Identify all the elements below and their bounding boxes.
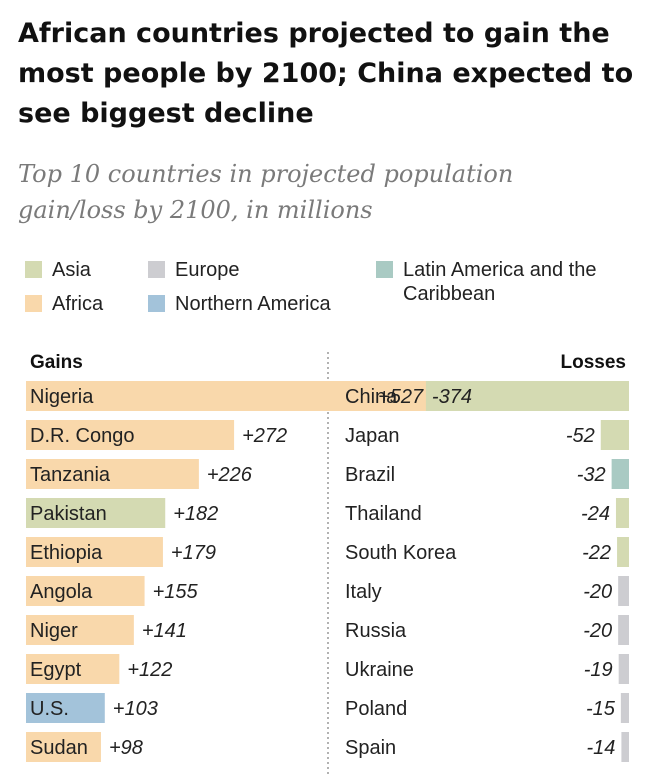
gain-country-label: Tanzania (30, 464, 111, 486)
loss-bar (617, 537, 629, 567)
chart-title: African countries projected to gain the … (18, 18, 634, 129)
legend-label-latin-america: Latin America and the Caribbean (403, 259, 597, 305)
gain-country-label: Nigeria (30, 386, 94, 408)
gain-bar (26, 654, 120, 684)
loss-value-label: -15 (586, 698, 616, 720)
gain-value-label: +122 (127, 659, 172, 681)
legend-item-asia: Asia (25, 258, 91, 282)
loss-bar (600, 420, 629, 450)
legend-swatch-latin-america (376, 261, 393, 278)
gain-country-label: Sudan (30, 737, 88, 759)
legend-swatch-northern-america (148, 295, 165, 312)
loss-value-label: -32 (577, 464, 606, 486)
loss-value-label: -374 (432, 386, 472, 408)
gain-value-label: +155 (153, 581, 199, 603)
loss-bar (618, 654, 629, 684)
gain-country-label: Egypt (30, 659, 82, 681)
loss-bar (425, 381, 629, 411)
gain-bar (26, 732, 101, 762)
loss-country-label: China (345, 386, 398, 408)
gain-value-label: +103 (113, 698, 158, 720)
loss-country-label: Brazil (345, 464, 395, 486)
gain-bar (26, 498, 166, 528)
loss-bar (611, 459, 629, 489)
gains-panel: Nigeria +527 D.R. Congo +272 Tanzania +226 Pak… (26, 381, 430, 762)
gain-country-label: Angola (30, 581, 93, 603)
loss-country-label: Ukraine (345, 659, 414, 681)
loss-bar (620, 693, 629, 723)
gain-country-label: Niger (30, 620, 78, 642)
losses-heading: Losses (560, 352, 626, 373)
gain-bar (26, 381, 430, 411)
legend-label-africa: Africa (52, 293, 104, 315)
gain-value-label: +179 (171, 542, 216, 564)
loss-value-label: -22 (582, 542, 611, 564)
loss-country-label: Spain (345, 737, 396, 759)
legend-label-northern-america: Northern America (175, 293, 331, 315)
legend-swatch-africa (25, 295, 42, 312)
loss-value-label: -52 (566, 425, 595, 447)
loss-country-label: Poland (345, 698, 407, 720)
gains-heading: Gains (30, 352, 83, 373)
loss-value-label: -20 (583, 581, 612, 603)
chart-subtitle: Top 10 countries in projected population… (18, 160, 514, 224)
loss-country-label: Russia (345, 620, 407, 642)
gain-value-label: +272 (242, 425, 287, 447)
gain-bar (26, 693, 105, 723)
gain-value-label: +527 (378, 386, 424, 408)
loss-bar (621, 732, 629, 762)
legend-swatch-asia (25, 261, 42, 278)
gain-country-label: Pakistan (30, 503, 107, 525)
loss-country-label: Italy (345, 581, 382, 603)
loss-value-label: -14 (586, 737, 615, 759)
legend-swatch-europe (148, 261, 165, 278)
gain-country-label: U.S. (30, 698, 69, 720)
loss-bar (618, 576, 629, 606)
loss-value-label: -19 (584, 659, 613, 681)
loss-bar (618, 615, 629, 645)
loss-country-label: Japan (345, 425, 400, 447)
legend-label-asia: Asia (52, 259, 91, 281)
legend-item-northern-america: Northern America (148, 292, 331, 316)
loss-country-label: Thailand (345, 503, 422, 525)
loss-bar (615, 498, 629, 528)
loss-value-label: -20 (583, 620, 612, 642)
gain-bar (26, 537, 163, 567)
gain-bar (26, 420, 235, 450)
gain-value-label: +141 (142, 620, 187, 642)
gain-bar (26, 459, 199, 489)
gain-country-label: Ethiopia (30, 542, 103, 564)
legend-item-africa: Africa (25, 292, 103, 316)
gain-bar (26, 615, 134, 645)
gain-country-label: D.R. Congo (30, 425, 135, 447)
loss-value-label: -24 (581, 503, 610, 525)
gain-bar (26, 576, 145, 606)
gain-value-label: +182 (173, 503, 218, 525)
legend-item-europe: Europe (148, 258, 240, 282)
legend-label-europe: Europe (175, 259, 240, 281)
losses-panel: China -374 Japan -52 Brazil -32 Thailand -24 Sou… (345, 381, 629, 762)
gain-value-label: +98 (109, 737, 143, 759)
gain-value-label: +226 (207, 464, 253, 486)
legend-item-latin-america: Latin America and the Caribbean (376, 258, 616, 306)
loss-country-label: South Korea (345, 542, 457, 564)
